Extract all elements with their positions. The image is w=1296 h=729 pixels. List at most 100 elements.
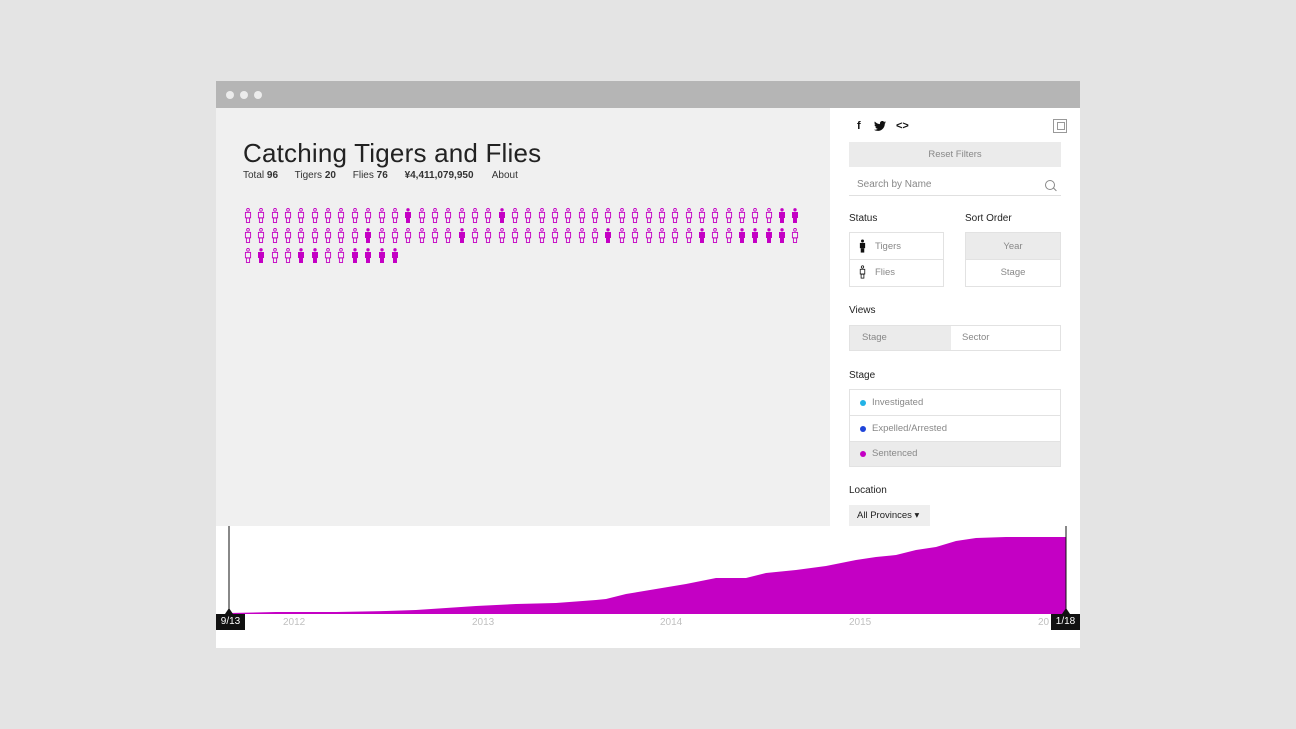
fly-figure[interactable] [645, 228, 653, 243]
fly-figure[interactable] [311, 228, 319, 243]
fullscreen-icon[interactable] [1053, 119, 1067, 133]
fly-figure[interactable] [484, 208, 492, 223]
tiger-figure[interactable] [778, 208, 786, 223]
fly-figure[interactable] [418, 208, 426, 223]
tiger-figure[interactable] [297, 248, 305, 263]
fly-figure[interactable] [578, 228, 586, 243]
fly-figure[interactable] [685, 228, 693, 243]
tiger-figure[interactable] [364, 228, 372, 243]
fly-figure[interactable] [551, 228, 559, 243]
fly-figure[interactable] [297, 228, 305, 243]
fly-figure[interactable] [284, 208, 292, 223]
tiger-figure[interactable] [404, 208, 412, 223]
fly-figure[interactable] [284, 228, 292, 243]
stage-sentenced-option[interactable]: Sentenced [850, 442, 1060, 466]
stage-investigated-option[interactable]: Investigated [850, 390, 1060, 416]
fly-figure[interactable] [351, 228, 359, 243]
fly-figure[interactable] [284, 248, 292, 263]
status-tigers-option[interactable]: Tigers [850, 233, 943, 260]
fly-figure[interactable] [378, 228, 386, 243]
fly-figure[interactable] [444, 228, 452, 243]
about-link[interactable]: About [491, 170, 518, 181]
status-flies-option[interactable]: Flies [850, 260, 943, 286]
fly-figure[interactable] [271, 208, 279, 223]
fly-figure[interactable] [578, 208, 586, 223]
fly-figure[interactable] [671, 208, 679, 223]
fly-figure[interactable] [791, 228, 799, 243]
fly-figure[interactable] [297, 208, 305, 223]
fly-figure[interactable] [311, 208, 319, 223]
embed-icon[interactable]: <> [896, 120, 909, 132]
fly-figure[interactable] [538, 208, 546, 223]
timeline[interactable]: 2012 2013 2014 2015 20 9/13 1/18 [216, 526, 1080, 648]
fly-figure[interactable] [671, 228, 679, 243]
fly-figure[interactable] [711, 228, 719, 243]
window-dot-maximize[interactable] [254, 91, 262, 99]
fly-figure[interactable] [351, 208, 359, 223]
tiger-figure[interactable] [765, 228, 773, 243]
tiger-figure[interactable] [257, 248, 265, 263]
fly-figure[interactable] [418, 228, 426, 243]
facebook-icon[interactable]: f [857, 120, 861, 132]
tiger-figure[interactable] [698, 228, 706, 243]
tiger-figure[interactable] [311, 248, 319, 263]
tiger-figure[interactable] [378, 248, 386, 263]
tiger-figure[interactable] [458, 228, 466, 243]
fly-figure[interactable] [604, 208, 612, 223]
fly-figure[interactable] [591, 208, 599, 223]
fly-figure[interactable] [484, 228, 492, 243]
timeline-end-handle[interactable]: 1/18 [1051, 614, 1080, 630]
tiger-figure[interactable] [738, 228, 746, 243]
fly-figure[interactable] [257, 208, 265, 223]
window-dot-minimize[interactable] [240, 91, 248, 99]
stage-expelled-option[interactable]: Expelled/Arrested [850, 416, 1060, 442]
fly-figure[interactable] [725, 228, 733, 243]
timeline-start-handle[interactable]: 9/13 [216, 614, 245, 630]
twitter-icon[interactable] [874, 121, 886, 134]
sort-stage-option[interactable]: Stage [1000, 267, 1026, 278]
fly-figure[interactable] [391, 228, 399, 243]
fly-figure[interactable] [404, 228, 412, 243]
fly-figure[interactable] [471, 208, 479, 223]
fly-figure[interactable] [564, 208, 572, 223]
fly-figure[interactable] [458, 208, 466, 223]
fly-figure[interactable] [337, 208, 345, 223]
tiger-figure[interactable] [498, 208, 506, 223]
location-dropdown[interactable]: All Provinces ▾ [849, 505, 930, 526]
fly-figure[interactable] [631, 228, 639, 243]
fly-figure[interactable] [591, 228, 599, 243]
fly-figure[interactable] [431, 208, 439, 223]
fly-figure[interactable] [551, 208, 559, 223]
search-icon[interactable] [1045, 180, 1055, 190]
view-stage-option[interactable]: Stage [850, 326, 951, 350]
sort-year-option[interactable]: Year [966, 233, 1060, 260]
fly-figure[interactable] [685, 208, 693, 223]
fly-figure[interactable] [511, 228, 519, 243]
fly-figure[interactable] [511, 208, 519, 223]
fly-figure[interactable] [271, 248, 279, 263]
fly-figure[interactable] [725, 208, 733, 223]
search-input[interactable]: Search by Name [849, 175, 1061, 196]
fly-figure[interactable] [257, 228, 265, 243]
tiger-figure[interactable] [391, 248, 399, 263]
fly-figure[interactable] [444, 208, 452, 223]
tiger-figure[interactable] [791, 208, 799, 223]
fly-figure[interactable] [271, 228, 279, 243]
fly-figure[interactable] [337, 248, 345, 263]
fly-figure[interactable] [564, 228, 572, 243]
tiger-figure[interactable] [364, 248, 372, 263]
fly-figure[interactable] [244, 208, 252, 223]
reset-filters-button[interactable]: Reset Filters [849, 142, 1061, 167]
tiger-figure[interactable] [351, 248, 359, 263]
fly-figure[interactable] [364, 208, 372, 223]
fly-figure[interactable] [324, 248, 332, 263]
fly-figure[interactable] [658, 228, 666, 243]
fly-figure[interactable] [378, 208, 386, 223]
fly-figure[interactable] [711, 208, 719, 223]
fly-figure[interactable] [337, 228, 345, 243]
fly-figure[interactable] [698, 208, 706, 223]
tiger-figure[interactable] [751, 228, 759, 243]
view-sector-option[interactable]: Sector [962, 332, 990, 343]
tiger-figure[interactable] [604, 228, 612, 243]
fly-figure[interactable] [618, 208, 626, 223]
